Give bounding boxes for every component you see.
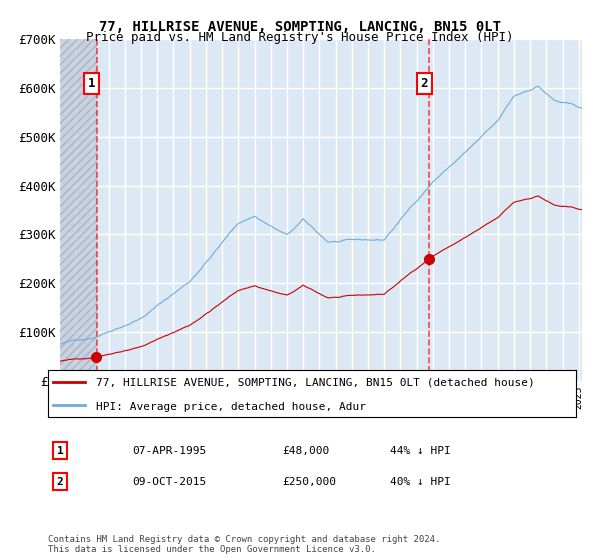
Text: Price paid vs. HM Land Registry's House Price Index (HPI): Price paid vs. HM Land Registry's House …	[86, 31, 514, 44]
Text: 1: 1	[56, 446, 64, 456]
Text: £48,000: £48,000	[282, 446, 329, 456]
Text: 2: 2	[56, 477, 64, 487]
Text: £250,000: £250,000	[282, 477, 336, 487]
Text: 40% ↓ HPI: 40% ↓ HPI	[390, 477, 451, 487]
Text: 09-OCT-2015: 09-OCT-2015	[132, 477, 206, 487]
Text: 07-APR-1995: 07-APR-1995	[132, 446, 206, 456]
Text: 2: 2	[421, 77, 428, 90]
Text: 77, HILLRISE AVENUE, SOMPTING, LANCING, BN15 0LT: 77, HILLRISE AVENUE, SOMPTING, LANCING, …	[99, 20, 501, 34]
Bar	[60, 39, 97, 381]
Text: 44% ↓ HPI: 44% ↓ HPI	[390, 446, 451, 456]
Text: 1: 1	[88, 77, 95, 90]
Text: 77, HILLRISE AVENUE, SOMPTING, LANCING, BN15 0LT (detached house): 77, HILLRISE AVENUE, SOMPTING, LANCING, …	[95, 378, 534, 388]
Text: HPI: Average price, detached house, Adur: HPI: Average price, detached house, Adur	[95, 402, 365, 412]
Text: Contains HM Land Registry data © Crown copyright and database right 2024.
This d: Contains HM Land Registry data © Crown c…	[48, 535, 440, 554]
